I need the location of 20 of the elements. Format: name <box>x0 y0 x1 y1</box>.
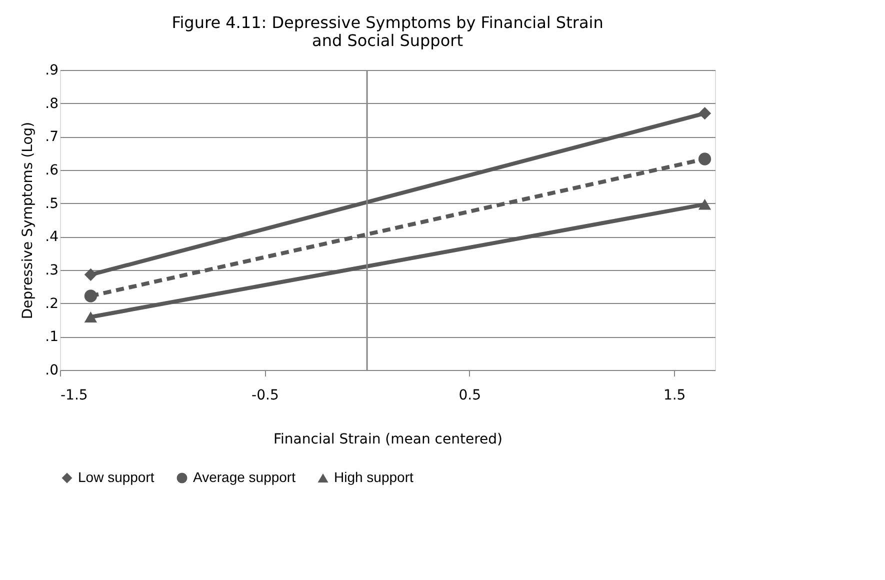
x-tick-label: 1.5 <box>663 388 686 404</box>
y-tick-label: .3 <box>45 262 58 278</box>
y-tick-label: .9 <box>45 62 58 78</box>
y-tick-label: .7 <box>45 129 58 146</box>
x-axis-title: Financial Strain (mean centered) <box>274 432 502 448</box>
x-tick-label: -1.5 <box>60 388 88 404</box>
y-tick-label: .2 <box>45 296 58 312</box>
y-tick-label: .6 <box>45 162 59 178</box>
y-tick-label: .1 <box>45 329 58 346</box>
chart-title: Figure 4.11: Depressive Symptoms by Financial Strain and Social Support <box>172 13 604 50</box>
legend-label: High support <box>334 469 414 485</box>
legend-label: Low support <box>78 469 154 485</box>
y-tick-label: .5 <box>45 196 58 212</box>
y-tick-label: .8 <box>45 96 58 112</box>
y-tick-label: .0 <box>45 362 58 378</box>
y-tick-label: .4 <box>45 229 59 246</box>
x-tick-label: -0.5 <box>252 388 279 404</box>
y-axis-title: Depressive Symptoms (Log) <box>20 122 36 320</box>
legend-label: Average support <box>193 469 296 485</box>
x-tick-label: 0.5 <box>458 388 482 404</box>
